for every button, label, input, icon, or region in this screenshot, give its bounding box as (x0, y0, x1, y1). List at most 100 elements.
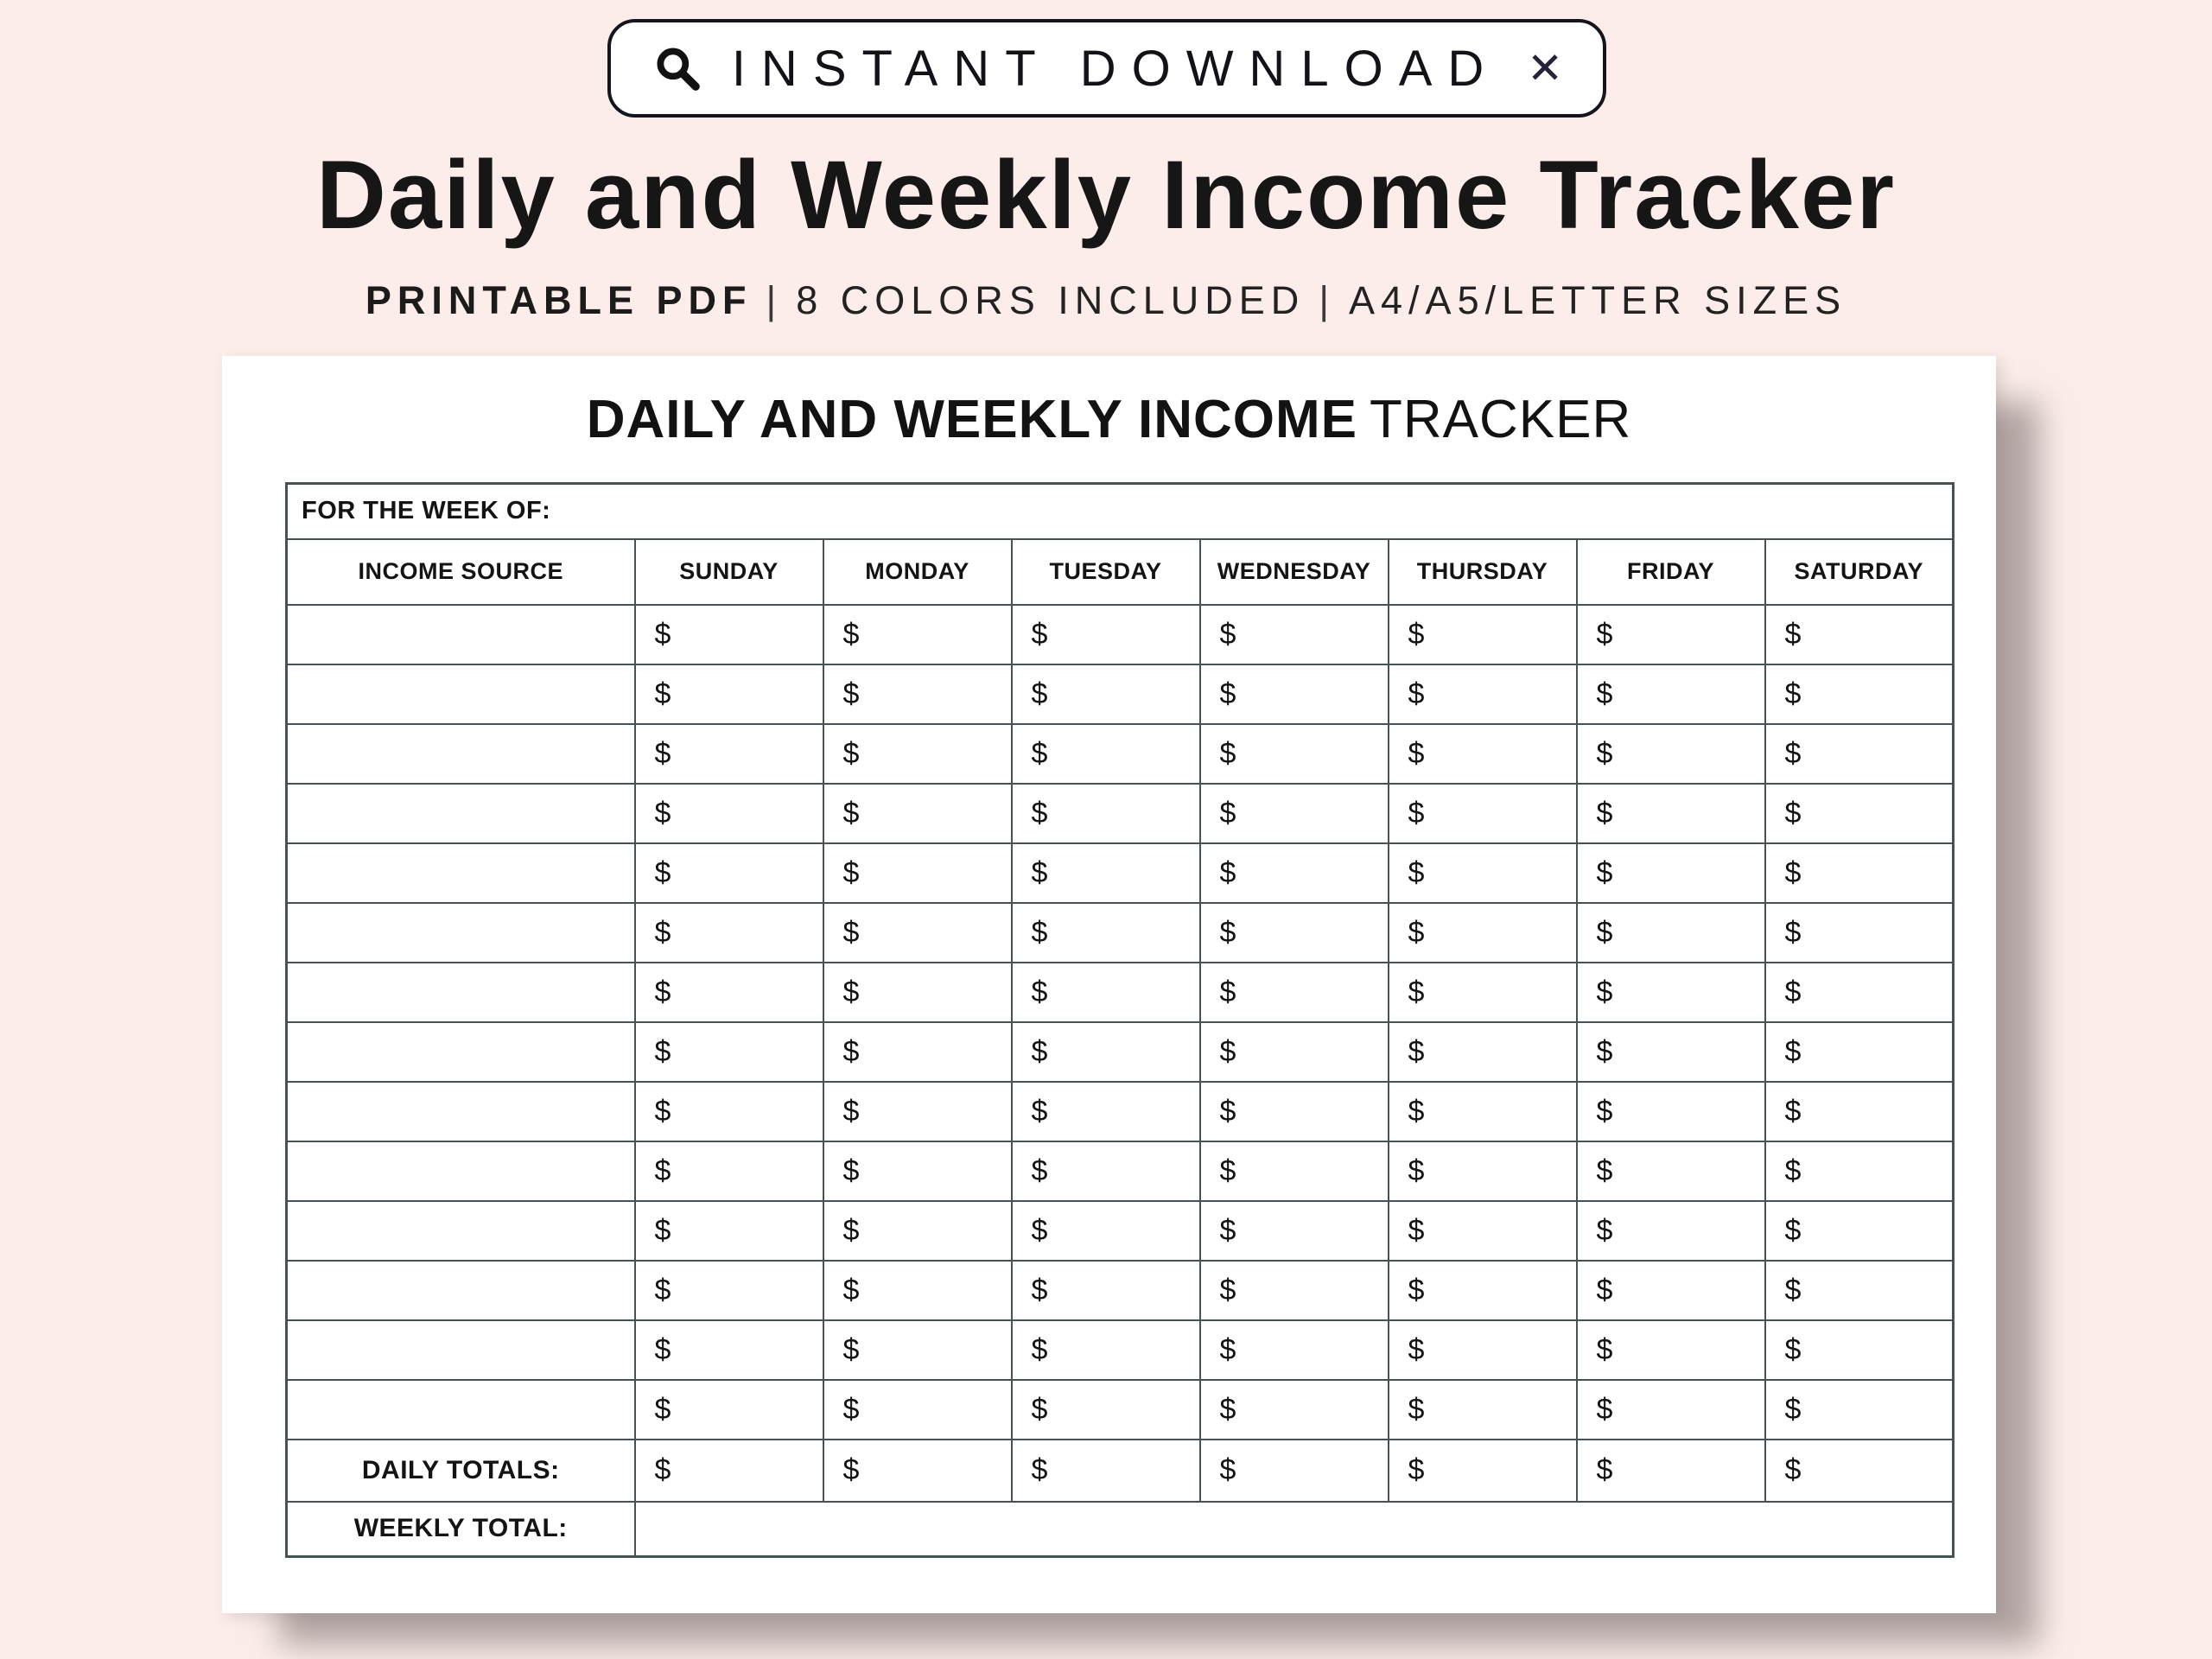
subtitle-sizes: A4/A5/LETTER SIZES (1349, 278, 1847, 322)
amount-cell: $ (633, 1199, 824, 1262)
column-header-tuesday: TUESDAY (1010, 537, 1201, 606)
amount-cell: $ (1575, 1319, 1766, 1381)
column-header-sunday: SUNDAY (633, 537, 824, 606)
income-row: $ $ $ $ $ $ $ (285, 961, 1955, 1023)
amount-cell: $ (1764, 1378, 1955, 1440)
income-source-cell (285, 1140, 636, 1202)
amount-cell: $ (1198, 1319, 1389, 1381)
column-header-thursday: THURSDAY (1387, 537, 1578, 606)
amount-cell: $ (633, 1020, 824, 1083)
amount-cell: $ (1010, 603, 1201, 665)
amount-cell: $ (1764, 1020, 1955, 1083)
amount-cell: $ (633, 603, 824, 665)
income-row: $ $ $ $ $ $ $ (285, 901, 1955, 963)
income-row: $ $ $ $ $ $ $ (285, 1080, 1955, 1142)
daily-totals-label: DAILY TOTALS: (285, 1438, 636, 1503)
amount-cell: $ (1387, 1199, 1578, 1262)
amount-cell: $ (822, 1378, 1013, 1440)
column-header-wednesday: WEDNESDAY (1198, 537, 1389, 606)
amount-cell: $ (1198, 961, 1389, 1023)
amount-cell: $ (1764, 1319, 1955, 1381)
week-of-cell: FOR THE WEEK OF: (285, 482, 1955, 540)
amount-cell: $ (1575, 603, 1766, 665)
page-title: Daily and Weekly Income Tracker (316, 141, 1896, 249)
amount-cell: $ (1764, 663, 1955, 725)
amount-cell: $ (633, 901, 824, 963)
amount-cell: $ (1575, 1259, 1766, 1321)
amount-cell: $ (1198, 1259, 1389, 1321)
amount-cell: $ (1575, 663, 1766, 725)
column-header-friday: FRIDAY (1575, 537, 1766, 606)
amount-cell: $ (822, 603, 1013, 665)
income-row: $ $ $ $ $ $ $ (285, 1140, 1955, 1202)
amount-cell: $ (633, 722, 824, 785)
income-row: $ $ $ $ $ $ $ (285, 1020, 1955, 1083)
amount-cell: $ (822, 961, 1013, 1023)
income-source-cell (285, 663, 636, 725)
amount-cell: $ (1575, 1020, 1766, 1083)
amount-cell: $ (1010, 1199, 1201, 1262)
amount-cell: $ (1387, 1080, 1578, 1142)
amount-cell: $ (1387, 1378, 1578, 1440)
amount-cell: $ (1387, 961, 1578, 1023)
amount-cell: $ (1575, 961, 1766, 1023)
amount-cell: $ (1198, 842, 1389, 904)
amount-cell: $ (1198, 663, 1389, 725)
amount-cell: $ (633, 961, 824, 1023)
header-row: INCOME SOURCE SUNDAY MONDAY TUESDAY WEDNESDA… (285, 537, 1955, 606)
amount-cell: $ (1387, 1020, 1578, 1083)
daily-total-cell: $ (1764, 1438, 1955, 1503)
amount-cell: $ (1010, 1378, 1201, 1440)
amount-cell: $ (1387, 663, 1578, 725)
amount-cell: $ (1387, 603, 1578, 665)
income-row: $ $ $ $ $ $ $ (285, 603, 1955, 665)
amount-cell: $ (1010, 782, 1201, 844)
column-header-income-source: INCOME SOURCE (285, 537, 636, 606)
amount-cell: $ (1198, 722, 1389, 785)
income-row: $ $ $ $ $ $ $ (285, 782, 1955, 844)
daily-totals-row: DAILY TOTALS: $ $ $ $ $ $ $ (285, 1438, 1955, 1503)
amount-cell: $ (1764, 1199, 1955, 1262)
income-row: $ $ $ $ $ $ $ (285, 722, 1955, 785)
amount-cell: $ (1764, 782, 1955, 844)
amount-cell: $ (1764, 1259, 1955, 1321)
amount-cell: $ (822, 782, 1013, 844)
search-icon (657, 48, 700, 91)
sheet-heading-light: TRACKER (1370, 390, 1632, 449)
amount-cell: $ (1010, 901, 1201, 963)
income-row: $ $ $ $ $ $ $ (285, 663, 1955, 725)
amount-cell: $ (1198, 1140, 1389, 1202)
amount-cell: $ (1198, 1199, 1389, 1262)
subtitle-colors: 8 COLORS INCLUDED (796, 278, 1306, 322)
weekly-total-label: WEEKLY TOTAL: (285, 1500, 636, 1558)
income-source-cell (285, 1199, 636, 1262)
amount-cell: $ (633, 1140, 824, 1202)
amount-cell: $ (1387, 722, 1578, 785)
amount-cell: $ (1010, 663, 1201, 725)
amount-cell: $ (633, 663, 824, 725)
subtitle-separator: | (766, 278, 783, 322)
amount-cell: $ (1198, 1378, 1389, 1440)
income-source-cell (285, 722, 636, 785)
income-source-cell (285, 961, 636, 1023)
amount-cell: $ (1575, 1378, 1766, 1440)
amount-cell: $ (1575, 1140, 1766, 1202)
subtitle-format: PRINTABLE PDF (365, 278, 753, 322)
amount-cell: $ (1764, 722, 1955, 785)
sheet-heading: DAILY AND WEEKLY INCOME TRACKER (222, 389, 1996, 450)
amount-cell: $ (1010, 722, 1201, 785)
amount-cell: $ (1010, 1080, 1201, 1142)
amount-cell: $ (822, 1199, 1013, 1262)
amount-cell: $ (1010, 1319, 1201, 1381)
amount-cell: $ (633, 842, 824, 904)
amount-cell: $ (633, 1319, 824, 1381)
income-source-cell (285, 1080, 636, 1142)
close-icon[interactable]: ✕ (1527, 44, 1563, 92)
weekly-total-row: WEEKLY TOTAL: (285, 1500, 1955, 1558)
daily-total-cell: $ (1198, 1438, 1389, 1503)
income-table: FOR THE WEEK OF: INCOME SOURCE SUNDAY MONDA… (285, 482, 1955, 1558)
income-source-cell (285, 1259, 636, 1321)
amount-cell: $ (1575, 782, 1766, 844)
amount-cell: $ (1387, 1259, 1578, 1321)
amount-cell: $ (1575, 842, 1766, 904)
